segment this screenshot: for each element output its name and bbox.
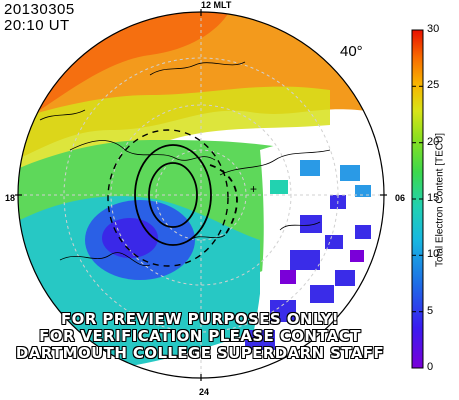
tec-patches-north (270, 160, 371, 197)
latitude-label: 40° (340, 43, 363, 60)
mlt-label-top: 12 MLT (201, 0, 232, 10)
contour-plus: + (250, 182, 257, 196)
colorbar-ticks (412, 29, 423, 369)
colorbar-tick-label: 5 (427, 305, 434, 317)
mlt-label-bottom: 24 (199, 387, 210, 397)
mlt-label-left: 18 (5, 193, 16, 203)
colorbar-tick-label: 10 (427, 248, 440, 260)
colorbar-tick-label: 30 (427, 23, 440, 35)
date-label: 20130305 (4, 1, 75, 18)
colorbar-tick-label: 20 (427, 136, 440, 148)
colorbar-tick-label: 15 (427, 192, 440, 204)
time-label: 20:10 UT (4, 17, 70, 34)
mlt-ticks (15, 9, 387, 381)
mlt-grid (18, 12, 384, 378)
watermark-line-2: FOR VERIFICATION PLEASE CONTACT (39, 327, 361, 345)
watermark-line-1: FOR PREVIEW PURPOSES ONLY! (61, 310, 339, 328)
tec-field: + (18, 12, 384, 378)
colorbar-tick-label: 0 (427, 361, 434, 373)
tec-trough-core (102, 218, 158, 258)
colorbar-tick-label: 25 (427, 79, 440, 91)
tec-patches-east (245, 195, 371, 350)
tec-region-cyan (20, 196, 260, 372)
watermark-line-3: DARTMOUTH COLLEGE SUPERDARN STAFF (15, 344, 385, 362)
mlt-label-right: 06 (395, 193, 406, 203)
convection-contours (107, 129, 238, 267)
